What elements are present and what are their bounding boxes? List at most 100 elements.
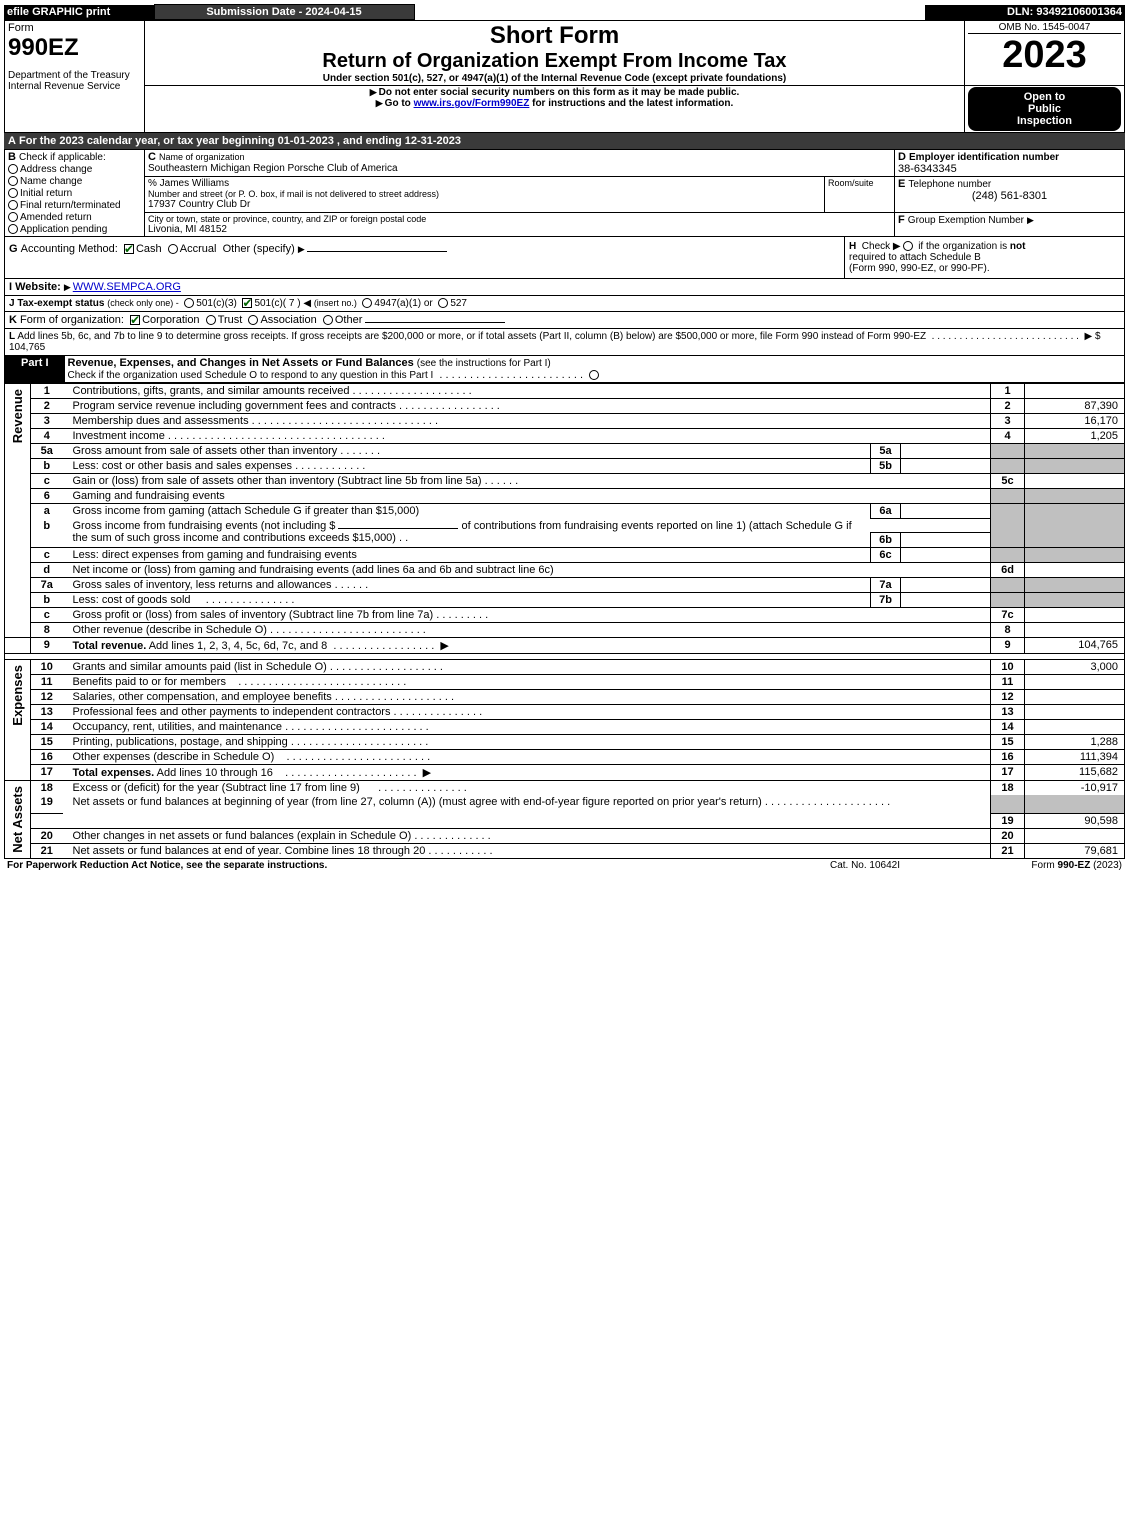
line-5b-desc: Less: cost or other basis and sales expe… <box>73 460 293 472</box>
line-12-value <box>1025 690 1125 705</box>
line-4-desc: Investment income <box>73 430 165 442</box>
part1-header: Part I Revenue, Expenses, and Changes in… <box>4 356 1125 383</box>
org-name: Southeastern Michigan Region Porsche Clu… <box>148 163 891 174</box>
line-1-desc: Contributions, gifts, grants, and simila… <box>73 385 350 397</box>
line-15-desc: Printing, publications, postage, and shi… <box>73 736 288 748</box>
check-application-pending[interactable]: Application pending <box>8 223 141 235</box>
line-17-value: 115,682 <box>1025 765 1125 781</box>
line-1-value <box>1025 384 1125 399</box>
line-16-desc: Other expenses (describe in Schedule O) <box>73 751 275 763</box>
tax-year: 2023 <box>968 34 1121 77</box>
line-11-value <box>1025 675 1125 690</box>
line-7b-value <box>901 593 991 608</box>
form-header: Form 990EZ Department of the Treasury In… <box>4 20 1125 133</box>
line-8-value <box>1025 623 1125 638</box>
section-revenue: Revenue <box>8 385 27 447</box>
ssn-warning: Do not enter social security numbers on … <box>379 87 740 98</box>
arrow-icon <box>376 98 385 109</box>
check-schedule-o-part1[interactable] <box>589 370 599 380</box>
line-9-value: 104,765 <box>1025 638 1125 654</box>
line-g-h: G Accounting Method: Cash Accrual Other … <box>4 237 1125 279</box>
footer-form-no: 990-EZ <box>1058 860 1091 871</box>
check-501c3[interactable] <box>184 298 194 308</box>
check-initial-return[interactable]: Initial return <box>8 187 141 199</box>
line-k: K Form of organization: Corporation Trus… <box>4 312 1125 329</box>
arrow-icon <box>1027 214 1036 226</box>
line-10-value: 3,000 <box>1025 660 1125 675</box>
line-7b-desc: Less: cost of goods sold <box>73 594 191 606</box>
line-13-value <box>1025 705 1125 720</box>
check-final-return[interactable]: Final return/terminated <box>8 199 141 211</box>
line-6b-value <box>901 533 991 548</box>
line-6-desc: Gaming and fundraising events <box>63 489 991 504</box>
line-3-desc: Membership dues and assessments <box>73 415 249 427</box>
check-501c[interactable] <box>242 298 252 308</box>
check-4947a1[interactable] <box>362 298 372 308</box>
street-address: 17937 Country Club Dr <box>148 199 821 210</box>
line-17-desc: Total expenses. <box>73 767 155 779</box>
line-2-desc: Program service revenue including govern… <box>73 400 396 412</box>
line-20-desc: Other changes in net assets or fund bala… <box>73 830 412 842</box>
part1-label: Part I <box>5 356 65 383</box>
dept-treasury: Department of the Treasury <box>8 70 141 81</box>
dln-label: DLN: 93492106001364 <box>925 5 1125 20</box>
line-21-desc: Net assets or fund balances at end of ye… <box>73 845 426 857</box>
line-19-value: 90,598 <box>1025 813 1125 828</box>
title-short-form: Short Form <box>148 22 961 50</box>
line-5b-value <box>901 459 991 474</box>
section-expenses: Expenses <box>8 661 27 730</box>
line-6a-desc: Gross income from gaming (attach Schedul… <box>63 504 871 519</box>
line-19-desc: Net assets or fund balances at beginning… <box>73 796 762 808</box>
check-corporation[interactable] <box>130 315 140 325</box>
line-18-desc: Excess or (deficit) for the year (Subtra… <box>73 782 360 794</box>
part1-table: Revenue 1 Contributions, gifts, grants, … <box>4 383 1125 859</box>
website-link[interactable]: WWW.SEMPCA.ORG <box>73 281 181 293</box>
check-name-change[interactable]: Name change <box>8 175 141 187</box>
line-a: A For the 2023 calendar year, or tax yea… <box>4 133 1125 149</box>
telephone-value: (248) 561-8301 <box>898 190 1121 202</box>
line-9-desc: Total revenue. <box>73 640 147 652</box>
ein-value: 38-6343345 <box>898 163 1121 175</box>
check-address-change[interactable]: Address change <box>8 163 141 175</box>
arrow-icon <box>370 87 379 98</box>
check-amended-return[interactable]: Amended return <box>8 211 141 223</box>
efile-label: efile GRAPHIC print <box>4 5 154 20</box>
line-6a-value <box>901 504 991 519</box>
check-cash[interactable] <box>124 244 134 254</box>
line-l: L Add lines 5b, 6c, and 7b to line 9 to … <box>4 329 1125 356</box>
arrow-icon <box>298 243 307 255</box>
entity-block: B Check if applicable: Address change Na… <box>4 149 1125 237</box>
form-number: 990EZ <box>8 34 141 62</box>
top-bar: efile GRAPHIC print Submission Date - 20… <box>4 4 1125 20</box>
line-16-value: 111,394 <box>1025 750 1125 765</box>
open-inspection-badge: Open to Public Inspection <box>968 87 1121 131</box>
line-7a-value <box>901 578 991 593</box>
check-accrual[interactable] <box>168 244 178 254</box>
dept-irs: Internal Revenue Service <box>8 81 141 92</box>
page-footer: For Paperwork Reduction Act Notice, see … <box>4 859 1125 872</box>
submission-date: Submission Date - 2024-04-15 <box>154 5 414 20</box>
check-527[interactable] <box>438 298 448 308</box>
line-6c-value <box>901 548 991 563</box>
line-6c-desc: Less: direct expenses from gaming and fu… <box>63 548 871 563</box>
line-2-value: 87,390 <box>1025 399 1125 414</box>
line-6b-desc1: Gross income from fundraising events (no… <box>73 520 336 532</box>
check-association[interactable] <box>248 315 258 325</box>
care-of: % James Williams <box>148 178 821 189</box>
check-trust[interactable] <box>206 315 216 325</box>
check-other-org[interactable] <box>323 315 333 325</box>
line-i: I Website: WWW.SEMPCA.ORG <box>4 279 1125 296</box>
line-7c-desc: Gross profit or (loss) from sales of inv… <box>73 609 434 621</box>
footer-cat-no: Cat. No. 10642I <box>765 859 965 872</box>
check-schedule-b-not-required[interactable] <box>903 241 913 251</box>
line-j: J Tax-exempt status (check only one) - 5… <box>4 296 1125 312</box>
footer-left: For Paperwork Reduction Act Notice, see … <box>4 859 765 872</box>
irs-link[interactable]: www.irs.gov/Form990EZ <box>414 98 530 109</box>
subtitle: Under section 501(c), 527, or 4947(a)(1)… <box>148 73 961 84</box>
line-10-desc: Grants and similar amounts paid (list in… <box>73 661 327 673</box>
line-7a-desc: Gross sales of inventory, less returns a… <box>73 579 332 591</box>
line-5c-desc: Gain or (loss) from sale of assets other… <box>73 475 482 487</box>
line-5c-value <box>1025 474 1125 489</box>
room-suite-label: Room/suite <box>825 177 895 212</box>
city-state-zip: Livonia, MI 48152 <box>148 224 891 235</box>
